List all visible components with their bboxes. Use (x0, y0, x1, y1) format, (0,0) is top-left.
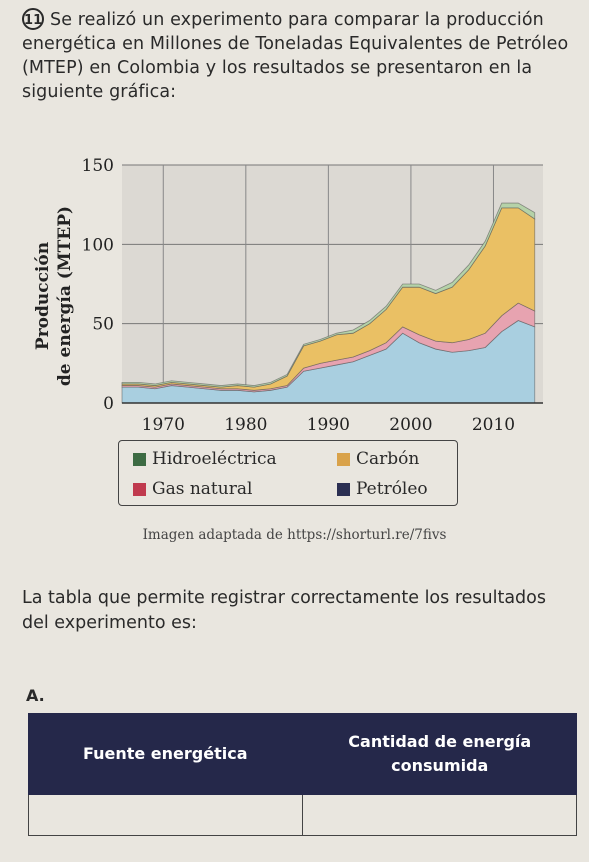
table-row (28, 795, 577, 836)
x-tick-label: 1970 (142, 415, 185, 435)
chart-legend: Hidroeléctrica Carbón Gas natural Petról… (118, 440, 458, 506)
question-text: 11 Se realizó un experimento para compara… (22, 8, 570, 104)
question-number: 11 (22, 8, 44, 30)
legend-swatch (337, 482, 350, 496)
y-axis-label-line: de energía (MTEP) (55, 206, 75, 386)
legend-label: Gas natural (152, 479, 253, 499)
answer-table[interactable]: Fuente energética Cantidad de energía co… (28, 713, 577, 836)
x-tick-label: 2000 (389, 415, 432, 435)
legend-label: Petróleo (356, 479, 428, 499)
table-cell (29, 795, 303, 835)
x-tick-label: 1990 (307, 415, 350, 435)
legend-item-hidroelectrica: Hidroeléctrica (133, 449, 277, 469)
image-source: Imagen adaptada de https://shorturl.re/7… (142, 527, 447, 543)
x-tick-label: 1980 (224, 415, 267, 435)
legend-label: Carbón (356, 449, 420, 469)
legend-swatch (133, 452, 146, 466)
table-cell (303, 795, 577, 835)
y-tick-label: 50 (92, 315, 114, 335)
question-body: Se realizó un experimento para comparar … (22, 10, 569, 102)
y-tick-label: 150 (82, 156, 114, 176)
y-axis-label-line: Producción (33, 242, 53, 350)
table-header: Fuente energética Cantidad de energía co… (28, 713, 577, 795)
option-letter[interactable]: A. (26, 686, 45, 705)
legend-item-carbon: Carbón (337, 449, 419, 469)
question-prompt: La tabla que permite registrar correctam… (22, 588, 546, 633)
legend-item-gas-natural: Gas natural (133, 479, 252, 499)
legend-item-petroleo: Petróleo (337, 479, 428, 499)
table-header-amount: Cantidad de energía consumida (348, 732, 532, 775)
y-tick-label: 0 (103, 394, 114, 414)
y-axis-label: Producción de energía (MTEP) (33, 206, 75, 386)
x-tick-label: 2010 (472, 415, 515, 435)
legend-label: Hidroeléctrica (152, 449, 277, 469)
table-header-source: Fuente energética (82, 744, 248, 763)
area-hidroeléctrica (121, 202, 536, 388)
y-tick-label: 100 (82, 235, 114, 255)
stacked-area-chart: 0 50 100 150 1970 1980 1990 2000 2010 Producción d… (33, 156, 543, 435)
legend-swatch (337, 452, 350, 466)
legend-swatch (133, 482, 146, 496)
